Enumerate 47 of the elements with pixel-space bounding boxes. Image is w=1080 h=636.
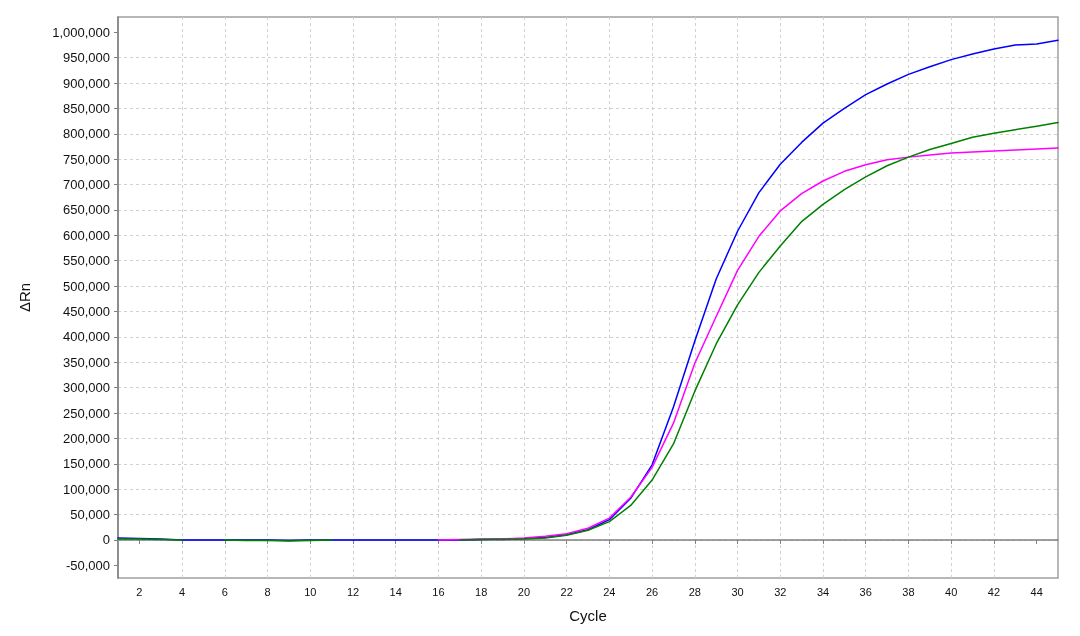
x-tick-label: 40 bbox=[945, 585, 958, 598]
y-tick-label: 0 bbox=[102, 532, 110, 548]
y-tick-label: 150,000 bbox=[63, 456, 110, 472]
y-tick-label: 500,000 bbox=[63, 278, 110, 294]
x-tick-label: 30 bbox=[731, 585, 744, 598]
y-tick-label: 200,000 bbox=[63, 430, 110, 446]
y-tick-label: 750,000 bbox=[63, 151, 110, 167]
y-tick-label: 400,000 bbox=[63, 329, 110, 345]
y-tick-label: 700,000 bbox=[63, 177, 110, 193]
x-tick-label: 26 bbox=[645, 585, 659, 598]
x-tick-label: 34 bbox=[816, 585, 830, 598]
x-tick-label: 28 bbox=[688, 585, 701, 598]
x-tick-label: 4 bbox=[179, 585, 186, 598]
y-tick-label: 250,000 bbox=[63, 405, 110, 421]
x-tick-label: 14 bbox=[389, 585, 402, 598]
x-tick-label: 18 bbox=[475, 585, 488, 598]
y-tick-label: 550,000 bbox=[63, 253, 110, 269]
x-tick-label: 36 bbox=[859, 585, 872, 598]
x-tick-label: 42 bbox=[987, 585, 1001, 598]
y-tick-label: 600,000 bbox=[63, 227, 110, 243]
x-axis-title: Cycle bbox=[569, 607, 607, 624]
x-tick-label: 22 bbox=[560, 585, 573, 598]
y-tick-label: 450,000 bbox=[63, 303, 110, 319]
y-tick-label: 1,000,000 bbox=[52, 24, 110, 40]
x-tick-label: 38 bbox=[902, 585, 915, 598]
y-tick-label: 300,000 bbox=[63, 380, 110, 396]
y-axis-title: ΔRn bbox=[16, 282, 33, 313]
x-tick-label: 20 bbox=[517, 585, 531, 598]
x-tick-label: 2 bbox=[136, 585, 143, 598]
y-tick-label: 50,000 bbox=[70, 507, 110, 523]
y-tick-label: 350,000 bbox=[63, 354, 110, 370]
x-tick-label: 8 bbox=[264, 585, 271, 598]
x-tick-label: 32 bbox=[774, 585, 787, 598]
y-tick-label: 950,000 bbox=[63, 50, 110, 66]
x-tick-label: 12 bbox=[346, 585, 360, 598]
line-series bbox=[437, 147, 1059, 541]
y-tick-label: -50,000 bbox=[65, 557, 110, 573]
y-tick-label: 650,000 bbox=[63, 202, 110, 218]
y-tick-label: 100,000 bbox=[63, 481, 110, 497]
x-tick-label: 6 bbox=[221, 585, 228, 598]
x-tick-label: 44 bbox=[1030, 585, 1043, 598]
x-tick-label: 10 bbox=[304, 585, 317, 598]
y-tick-label: 850,000 bbox=[63, 100, 110, 116]
y-tick-label: 800,000 bbox=[63, 126, 110, 142]
y-tick-label: 900,000 bbox=[63, 75, 110, 91]
x-tick-label: 16 bbox=[432, 585, 445, 598]
x-tick-label: 24 bbox=[603, 585, 616, 598]
